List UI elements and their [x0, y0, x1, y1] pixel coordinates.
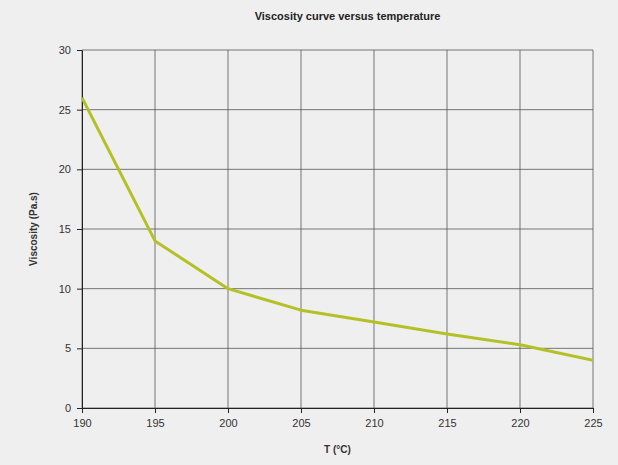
- x-axis-title: T (°C): [324, 444, 351, 455]
- grid-line-y: [82, 50, 593, 51]
- tick-label: 0: [65, 402, 71, 414]
- tick-label: 225: [584, 417, 602, 429]
- y-axis-title: Viscosity (Pa.s): [28, 192, 39, 266]
- axis-line: [82, 51, 83, 409]
- tick-label: 10: [59, 283, 71, 295]
- tick: 195: [146, 408, 164, 429]
- grid-line-y: [82, 348, 593, 349]
- tick-label: 30: [59, 44, 71, 56]
- tick-label: 15: [59, 223, 71, 235]
- tick: 15: [59, 223, 82, 235]
- tick: 210: [365, 408, 383, 429]
- tick-label: 5: [65, 342, 71, 354]
- title: Viscosity curve versus temperature: [255, 10, 441, 22]
- axis-line: [83, 408, 594, 409]
- tick: 190: [73, 408, 91, 429]
- tick-label: 210: [365, 417, 383, 429]
- tick-label: 215: [438, 417, 456, 429]
- grid-line-y: [82, 109, 593, 110]
- y-axis: 0 5 10 15 20 25 30: [59, 44, 83, 414]
- tick-mark: [155, 408, 156, 413]
- tick-mark: [77, 110, 82, 111]
- tick-label: 25: [59, 104, 71, 116]
- tick-mark: [447, 408, 448, 413]
- tick-mark: [374, 408, 375, 413]
- data-line: [82, 98, 593, 361]
- tick-mark: [77, 289, 82, 290]
- tick: 205: [292, 408, 310, 429]
- tick: 10: [59, 283, 82, 295]
- series: [82, 98, 593, 361]
- x-axis: 190 195 200 205 210 215 220 225: [73, 408, 602, 429]
- tick: 220: [511, 408, 529, 429]
- tick-mark: [593, 408, 594, 413]
- tick: 0: [65, 402, 82, 414]
- tick: 225: [584, 408, 602, 429]
- tick-label: 195: [146, 417, 164, 429]
- grid-line-y: [82, 288, 593, 289]
- grid: [82, 50, 593, 408]
- tick: 5: [65, 342, 82, 354]
- tick: 200: [219, 408, 237, 429]
- tick-mark: [228, 408, 229, 413]
- tick-label: 200: [219, 417, 237, 429]
- tick-label: 20: [59, 163, 71, 175]
- chart: 190 195 200 205 210 215 220 225 0 5 10 15 20 25 30 Visc…: [0, 0, 618, 465]
- tick-label: 220: [511, 417, 529, 429]
- tick-mark: [82, 408, 83, 413]
- tick-mark: [77, 229, 82, 230]
- tick-mark: [77, 408, 82, 409]
- tick-mark: [77, 50, 82, 51]
- tick: 215: [438, 408, 456, 429]
- plot: 190 195 200 205 210 215 220 225 0 5 10 15 20 25 30: [59, 44, 603, 429]
- tick: 25: [59, 104, 82, 116]
- grid-line-y: [82, 229, 593, 230]
- tick-label: 190: [73, 417, 91, 429]
- tick: 30: [59, 44, 82, 56]
- tick-label: 205: [292, 417, 310, 429]
- tick: 20: [59, 163, 82, 175]
- grid-line-y: [82, 169, 593, 170]
- tick-mark: [520, 408, 521, 413]
- tick-mark: [77, 348, 82, 349]
- tick-mark: [77, 169, 82, 170]
- tick-mark: [301, 408, 302, 413]
- grid-line-y: [82, 408, 593, 409]
